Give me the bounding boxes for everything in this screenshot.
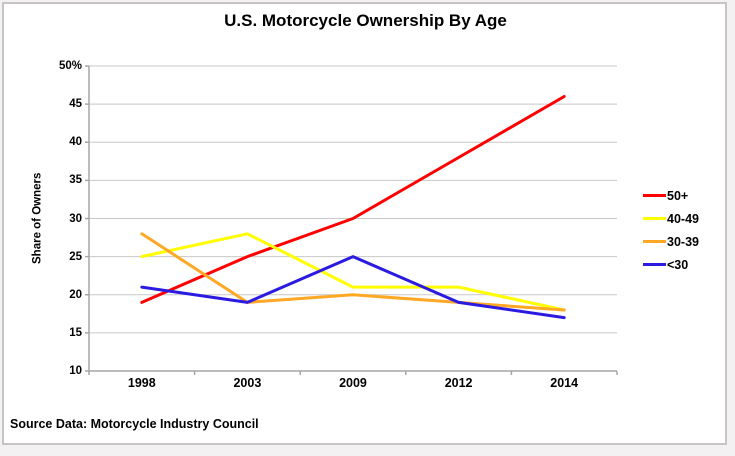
y-tick-label: 10 bbox=[69, 365, 82, 377]
y-tick-label: 40 bbox=[69, 136, 82, 149]
series-line-30-39 bbox=[140, 232, 566, 312]
legend-item: 30-39 bbox=[643, 230, 731, 253]
legend-item: <30 bbox=[643, 253, 731, 276]
legend-swatch bbox=[643, 263, 666, 266]
series-line-40-49 bbox=[140, 232, 566, 312]
x-tick-label: 2012 bbox=[444, 376, 473, 390]
x-tick-label: 2003 bbox=[233, 376, 262, 390]
series-line-50- bbox=[140, 95, 566, 304]
legend: 50+ 40-49 30-39 <30 bbox=[643, 184, 731, 276]
legend-swatch bbox=[643, 217, 666, 220]
legend-item: 50+ bbox=[643, 184, 731, 207]
legend-item: 40-49 bbox=[643, 207, 731, 230]
legend-label: 50+ bbox=[667, 188, 689, 203]
y-tick-label: 50% bbox=[58, 60, 82, 72]
source-note: Source Data: Motorcycle Industry Council bbox=[10, 417, 259, 431]
y-tick-label: 15 bbox=[69, 326, 82, 339]
legend-label: 40-49 bbox=[667, 211, 699, 226]
legend-swatch bbox=[643, 240, 666, 243]
legend-label: <30 bbox=[667, 257, 689, 272]
y-tick-label: 25 bbox=[69, 250, 82, 263]
x-tick-label: 2014 bbox=[550, 376, 579, 390]
legend-swatch bbox=[643, 194, 666, 197]
y-tick-label: 30 bbox=[69, 212, 82, 225]
y-axis-tick-labels: 50% 45 40 35 30 25 20 15 10 bbox=[30, 0, 82, 400]
x-axis-tick-labels: 1998 2003 2009 2012 2014 bbox=[89, 376, 617, 394]
legend-label: 30-39 bbox=[667, 234, 699, 249]
y-tick-label: 45 bbox=[69, 98, 82, 111]
y-tick-label: 20 bbox=[69, 288, 82, 301]
y-tick-label: 35 bbox=[69, 174, 82, 187]
series-line--30 bbox=[140, 255, 566, 320]
x-tick-label: 2009 bbox=[339, 376, 367, 390]
plot-area bbox=[85, 65, 618, 375]
x-tick-label: 1998 bbox=[127, 376, 156, 390]
chart-title: U.S. Motorcycle Ownership By Age bbox=[224, 11, 507, 30]
